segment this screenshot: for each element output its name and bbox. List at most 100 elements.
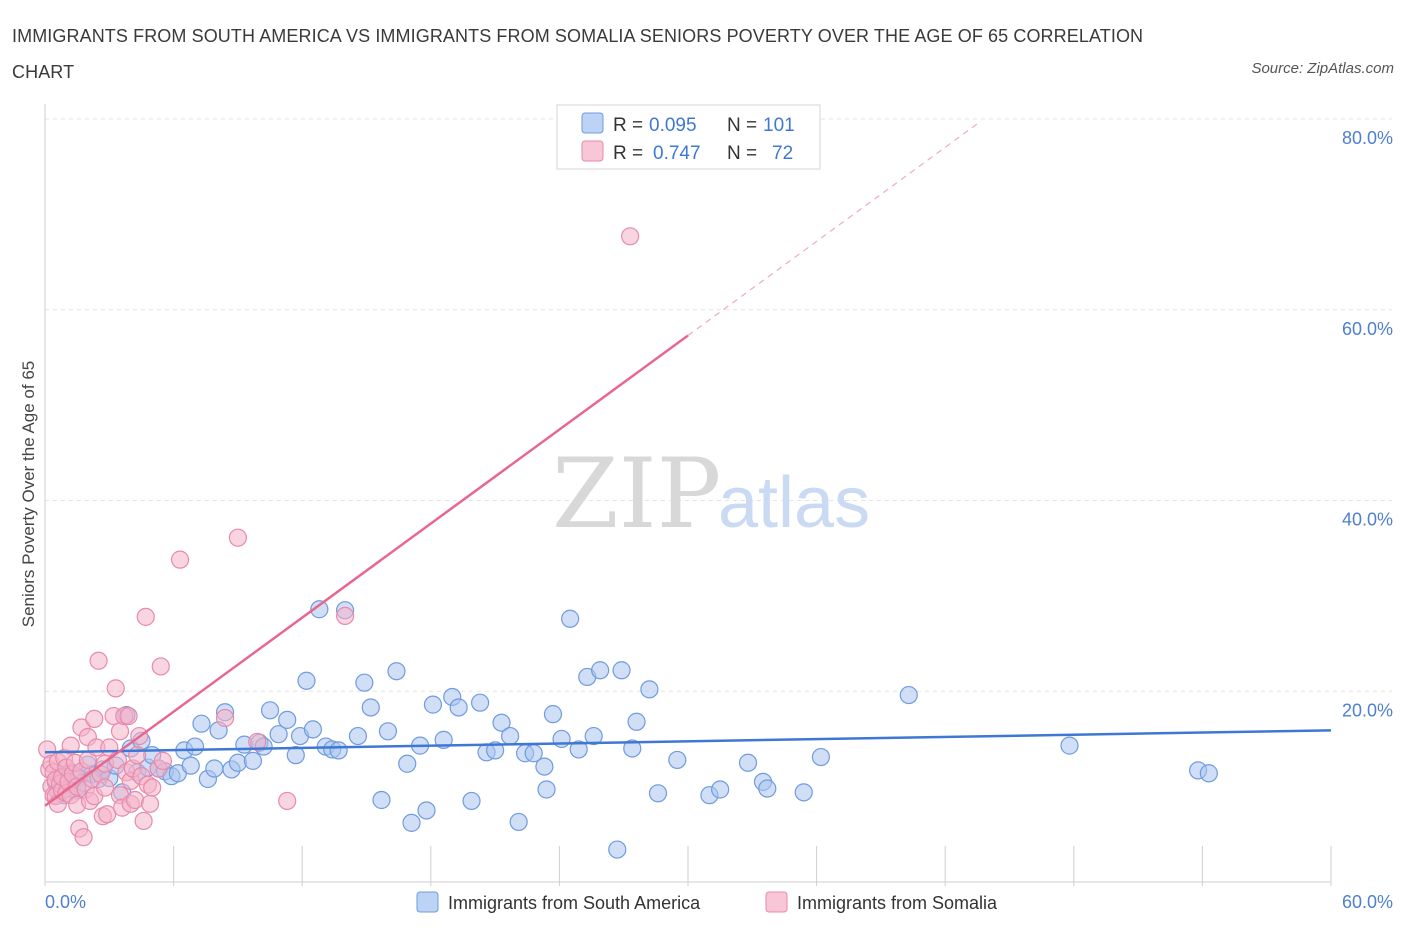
south-america-point [378,722,398,741]
somalia-point [95,778,115,797]
south-america-point [423,695,443,714]
south-america-point [612,661,631,680]
south-america-point [608,840,627,859]
legend-n-label: N = [727,143,757,164]
south-america-point [569,740,588,759]
south-america-point [278,710,297,729]
legend-n-value: 101 [763,115,795,136]
legend-r-label: R = [613,143,643,164]
legend-swatch-pink [581,140,604,162]
somalia-point [134,811,153,831]
south-america-point [627,712,646,731]
south-america-point [758,779,777,798]
south-america-point [449,698,468,717]
trend-line-somalia-extension [687,123,978,336]
chart-title: IMMIGRANTS FROM SOUTH AMERICA VS IMMIGRA… [12,26,1144,82]
south-america-point [623,739,642,758]
somalia-point [136,607,155,626]
legend-r-value: 0.095 [649,115,697,136]
south-america-point [1060,736,1079,755]
south-america-point [537,780,556,799]
somalia-point [215,708,235,728]
somalia-point [621,227,640,246]
somalia-point [248,732,267,751]
south-america-point [668,750,687,770]
south-america-point [535,757,554,776]
south-america-point [192,714,211,733]
south-america-point [402,813,421,832]
somalia-point [74,828,93,847]
south-america-point [509,812,528,832]
somalia-point [335,606,355,626]
south-america-point [584,726,603,746]
south-america-point [228,753,247,772]
south-america-point [260,701,280,720]
south-america-point [361,698,380,717]
y-axis-label: Seniors Poverty Over the Age of 65 [19,361,38,627]
south-america-point [640,680,659,699]
south-america-point [899,685,918,705]
south-america-point [738,753,758,772]
bottom-legend-label: Immigrants from Somalia [797,893,998,913]
legend-r-value: 0.747 [653,143,701,164]
legend-n-label: N = [727,115,757,136]
y-tick-label: 60.0% [1342,319,1393,339]
south-america-point [434,730,453,749]
bottom-legend-swatch-pink [765,891,788,913]
watermark: ZIP atlas [552,438,870,550]
somalia-point [140,794,160,813]
south-america-point [348,726,368,746]
trend-line-somalia [44,334,689,807]
somalia-point [110,722,130,741]
somalia-point [228,528,247,547]
south-america-point [711,780,730,799]
somalia-point [170,550,190,569]
watermark-atlas: atlas [718,463,870,543]
somalia-point [89,651,108,670]
somalia-point [143,778,162,797]
y-tick-label: 80.0% [1342,128,1393,148]
south-america-point [591,661,610,680]
series-south-america-points [46,600,1218,859]
south-america-point [794,783,813,802]
watermark-zip: ZIP [552,438,721,550]
legend-n-value: 72 [772,143,793,164]
somalia-point [98,805,117,824]
south-america-point [205,759,224,778]
somalia-point [119,706,138,726]
south-america-point [181,756,200,775]
south-america-point [355,673,374,692]
south-america-point [462,791,481,811]
south-america-point [417,801,436,820]
south-america-point [286,746,305,765]
south-america-point [486,741,505,760]
south-america-point [372,790,391,810]
correlation-legend: R = 0.095 N = 101 R = 0.747 N = 72 [556,104,821,170]
y-tick-labels: 20.0% 40.0% 60.0% 80.0% [1342,128,1393,720]
south-america-point [387,662,406,681]
chart-source: Source: ZipAtlas.com [1251,60,1394,77]
y-tick-label: 40.0% [1342,510,1393,530]
series-legend: Immigrants from South America Immigrants… [416,891,998,913]
south-america-point [1199,764,1218,783]
south-america-point [552,729,571,749]
series-somalia-points [38,227,640,847]
south-america-point [185,737,205,756]
x-tick-label: 60.0% [1342,892,1393,912]
south-america-point [398,754,417,773]
trend-line-south-america [44,729,1332,754]
somalia-point [128,746,147,765]
x-tick-label: 0.0% [45,892,86,912]
y-tick-label: 20.0% [1342,700,1393,720]
somalia-point [61,736,80,755]
somalia-point [85,709,104,729]
trend-lines [44,123,1332,807]
somalia-point [151,657,170,676]
south-america-point [297,671,316,690]
south-america-point [310,600,329,619]
south-america-point [269,725,288,744]
south-america-point [501,726,520,746]
south-america-point [648,784,668,803]
legend-r-label: R = [613,115,643,136]
